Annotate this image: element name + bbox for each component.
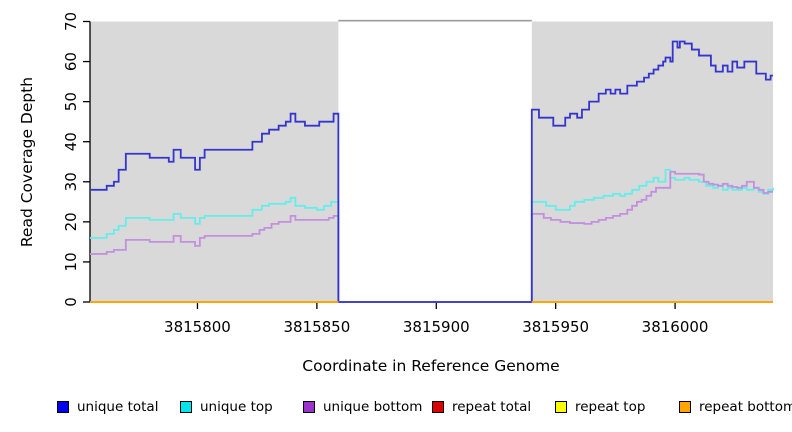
- series-unique-bottom: [90, 170, 773, 303]
- legend-item-unique-total: unique total: [57, 399, 158, 415]
- coverage-background-region: [90, 21, 339, 302]
- y-tick-label: 60: [62, 52, 80, 71]
- legend-swatch-repeat-top: [555, 401, 567, 413]
- legend-swatch-unique-bottom: [303, 401, 315, 413]
- y-tick-label: 70: [62, 12, 80, 31]
- y-tick-label: 50: [62, 92, 80, 111]
- legend-swatch-unique-top: [180, 401, 192, 413]
- y-axis-title: Read Coverage Depth: [18, 76, 36, 248]
- legend-swatch-repeat-bottom: [679, 401, 691, 413]
- legend-label: unique total: [77, 399, 159, 415]
- y-tick-label: 40: [62, 132, 80, 151]
- legend-label: repeat bottom: [699, 399, 792, 415]
- y-tick-label: 10: [62, 252, 80, 271]
- legend-label: unique bottom: [323, 399, 423, 415]
- legend-item-repeat-bottom: repeat bottom: [679, 399, 792, 415]
- series-unique-top: [90, 168, 774, 303]
- x-tick-label: 3815800: [164, 318, 231, 336]
- x-tick-label: 3815950: [522, 318, 589, 336]
- legend-swatch-unique-total: [57, 401, 69, 413]
- legend-item-unique-top: unique top: [180, 399, 273, 415]
- x-tick-label: 3816000: [642, 318, 709, 336]
- x-axis-title: Coordinate in Reference Genome: [302, 357, 560, 375]
- x-tick-label: 3815850: [283, 318, 350, 336]
- legend: unique total unique top unique bottom repea…: [0, 398, 792, 424]
- y-tick-label: 20: [62, 212, 80, 231]
- x-tick-label: 3815900: [403, 318, 470, 336]
- legend-item-repeat-total: repeat total: [432, 399, 531, 415]
- y-tick-label: 0: [62, 297, 80, 307]
- legend-label: repeat total: [452, 399, 532, 415]
- legend-swatch-repeat-total: [432, 401, 444, 413]
- legend-item-unique-bottom: unique bottom: [303, 399, 422, 415]
- legend-label: unique top: [200, 399, 273, 415]
- series-unique-total: [90, 40, 773, 303]
- legend-item-repeat-top: repeat top: [555, 399, 645, 415]
- y-tick-label: 30: [62, 172, 80, 191]
- legend-label: repeat top: [575, 399, 646, 415]
